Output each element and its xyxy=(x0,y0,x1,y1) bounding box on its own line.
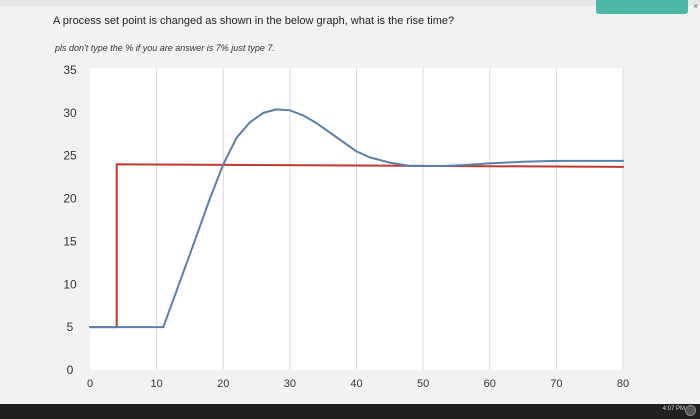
x-tick-label: 80 xyxy=(617,378,629,390)
y-tick-label: 20 xyxy=(63,192,77,206)
top-bar xyxy=(0,0,700,6)
y-tick-label: 5 xyxy=(67,320,74,334)
x-tick-label: 50 xyxy=(417,378,429,390)
y-tick-label: 25 xyxy=(63,149,77,163)
process-response-line xyxy=(89,108,624,329)
y-tick-label: 35 xyxy=(63,63,77,77)
x-tick-labels: 0 10 20 30 40 50 60 70 80 xyxy=(87,378,629,390)
question-text: A process set point is changed as shown … xyxy=(53,15,455,27)
taskbar-clock: 4:07 PM xyxy=(662,406,685,412)
x-tick-label: 0 xyxy=(87,378,93,390)
x-tick-label: 60 xyxy=(484,378,496,390)
x-tick-label: 40 xyxy=(350,378,362,390)
y-tick-label: 0 xyxy=(67,363,74,377)
close-icon[interactable]: × xyxy=(693,2,698,11)
chart-series xyxy=(89,108,624,329)
x-tick-label: 30 xyxy=(284,378,296,390)
chart-grid xyxy=(156,68,624,370)
tray-icon[interactable] xyxy=(685,405,696,416)
y-tick-label: 10 xyxy=(63,277,77,291)
x-tick-label: 20 xyxy=(217,378,229,390)
question-note: pls don't type the % if you are answer i… xyxy=(55,43,275,53)
x-tick-label: 10 xyxy=(151,378,163,390)
corner-button[interactable] xyxy=(596,0,688,14)
taskbar xyxy=(0,404,700,419)
y-tick-labels: 0 5 10 15 20 25 30 35 xyxy=(63,63,77,377)
x-tick-label: 70 xyxy=(550,378,562,390)
y-tick-label: 30 xyxy=(63,106,77,120)
y-tick-label: 15 xyxy=(63,234,77,248)
